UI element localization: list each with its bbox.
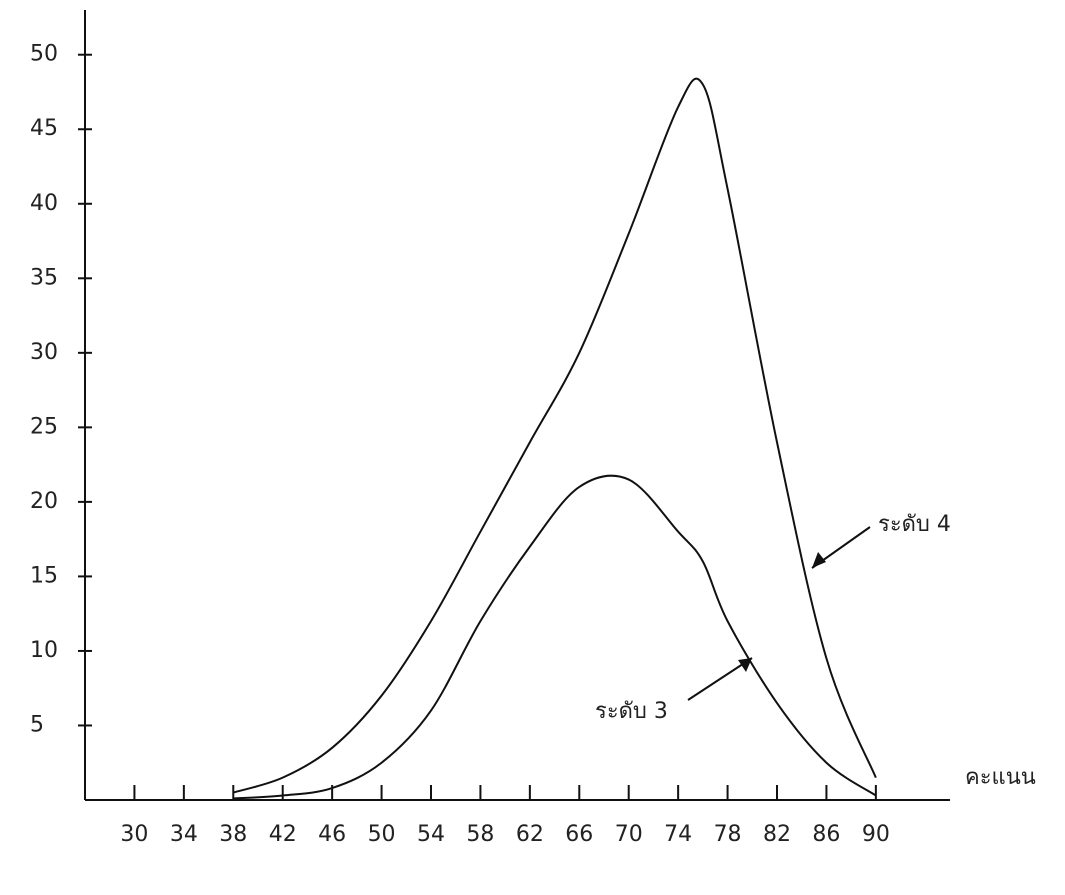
- x-tick-label: 58: [466, 822, 494, 847]
- y-tick-label: 5: [30, 712, 44, 737]
- x-tick-label: 86: [812, 822, 840, 847]
- y-tick-label: 35: [30, 265, 58, 290]
- x-tick-label: 30: [120, 822, 148, 847]
- x-tick-label: 50: [368, 822, 396, 847]
- x-tick-label: 90: [862, 822, 890, 847]
- series-label: ระดับ 3: [595, 699, 668, 724]
- line: [232, 77, 877, 794]
- x-tick-label: 74: [664, 822, 692, 847]
- x-tick-label: 42: [269, 822, 297, 847]
- arrow: [687, 657, 753, 701]
- series-label: ระดับ 4: [878, 512, 951, 537]
- x-axis-label: คะแนน: [965, 765, 1036, 790]
- y-tick-label: 40: [30, 191, 58, 216]
- arrow-head: [738, 658, 752, 672]
- line: [233, 474, 877, 800]
- y-tick-label: 15: [30, 563, 58, 588]
- y-tick-label: 25: [30, 414, 58, 439]
- x-tick-label: 78: [714, 822, 742, 847]
- x-tick-label: 54: [417, 822, 445, 847]
- x-tick-label: 46: [318, 822, 346, 847]
- y-tick-label: 10: [30, 638, 58, 663]
- x-tick-label: 70: [615, 822, 643, 847]
- x-tick-label: 38: [219, 822, 247, 847]
- y-tick-label: 45: [30, 116, 58, 141]
- y-tick-label: 50: [30, 42, 58, 67]
- arrow-head: [812, 552, 826, 568]
- x-tick-label: 62: [516, 822, 544, 847]
- y-tick-label: 20: [30, 489, 58, 514]
- x-tick-label: 34: [170, 822, 198, 847]
- y-tick-label: 30: [30, 340, 58, 365]
- x-tick-label: 82: [763, 822, 791, 847]
- x-tick-label: 66: [565, 822, 593, 847]
